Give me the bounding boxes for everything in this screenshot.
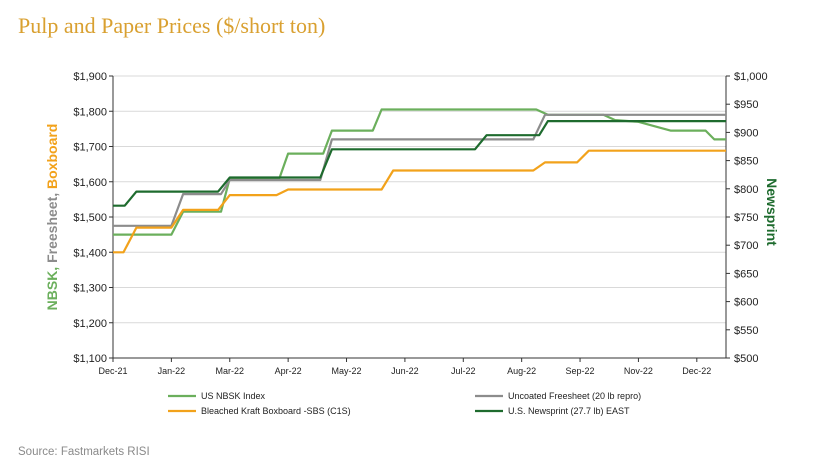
legend-label: US NBSK Index: [201, 391, 266, 401]
legend: US NBSK Index Uncoated Freesheet (20 lb r…: [168, 391, 641, 416]
x-tick-label: Dec-21: [98, 366, 127, 376]
x-tick-label: Mar-22: [216, 366, 245, 376]
x-tick-label: Nov-22: [624, 366, 653, 376]
left-axis-title-part: Boxboard: [44, 124, 60, 189]
series-line-u-s-newsprint-27-7-lb-east: [113, 119, 726, 207]
left-tick-label: $1,100: [73, 353, 107, 365]
left-tick-label: $1,800: [73, 106, 107, 118]
chart-title: Pulp and Paper Prices ($/short ton): [18, 13, 326, 38]
x-tick-label: Sep-22: [566, 366, 595, 376]
series-line-us-nbsk-index: [113, 108, 726, 236]
left-axis-title-part: NBSK,: [44, 263, 60, 310]
legend-label: U.S. Newsprint (27.7 lb) EAST: [508, 406, 630, 416]
left-tick-label: $1,200: [73, 318, 107, 330]
x-tick-label: Apr-22: [275, 366, 302, 376]
source-note: Source: Fastmarkets RISI: [18, 446, 150, 458]
right-tick-label: $750: [734, 212, 758, 224]
left-tick-label: $1,400: [73, 247, 107, 259]
right-tick-label: $500: [734, 353, 758, 365]
left-tick-label: $1,700: [73, 142, 107, 154]
series-line-bleached-kraft-boxboard-sbs-c1s: [113, 149, 726, 254]
x-tick-label: Jan-22: [158, 366, 186, 376]
x-tick-label: Aug-22: [507, 366, 536, 376]
right-tick-label: $550: [734, 325, 758, 337]
axes: $1,100 $1,200 $1,300 $1,400 $1,500 $1,600 $1,7…: [73, 71, 767, 376]
axis-titles: NBSK, Freesheet, Boxboard Newsprint: [44, 124, 780, 311]
right-tick-label: $800: [734, 184, 758, 196]
x-tick-label: Dec-22: [682, 366, 711, 376]
grid-lines: [113, 75, 726, 324]
right-axis-title: Newsprint: [764, 178, 780, 246]
left-tick-label: $1,300: [73, 283, 107, 295]
left-tick-label: $1,500: [73, 212, 107, 224]
left-tick-label: $1,900: [73, 71, 107, 83]
right-tick-label: $1,000: [734, 71, 768, 83]
x-tick-label: Jun-22: [391, 366, 419, 376]
series-line-uncoated-freesheet-20-lb-repro: [113, 113, 726, 227]
right-tick-label: $950: [734, 99, 758, 111]
x-tick-label: Jul-22: [451, 366, 476, 376]
right-tick-label: $700: [734, 240, 758, 252]
left-tick-label: $1,600: [73, 177, 107, 189]
right-tick-label: $850: [734, 156, 758, 168]
left-axis-title: NBSK, Freesheet, Boxboard: [44, 124, 60, 311]
right-tick-label: $650: [734, 268, 758, 280]
x-tick-label: May-22: [332, 366, 362, 376]
legend-label: Uncoated Freesheet (20 lb repro): [508, 391, 641, 401]
right-tick-label: $900: [734, 127, 758, 139]
left-axis-title-part: Freesheet,: [44, 189, 60, 263]
legend-label: Bleached Kraft Boxboard -SBS (C1S): [201, 406, 351, 416]
right-tick-label: $600: [734, 297, 758, 309]
series-lines: [113, 108, 726, 254]
